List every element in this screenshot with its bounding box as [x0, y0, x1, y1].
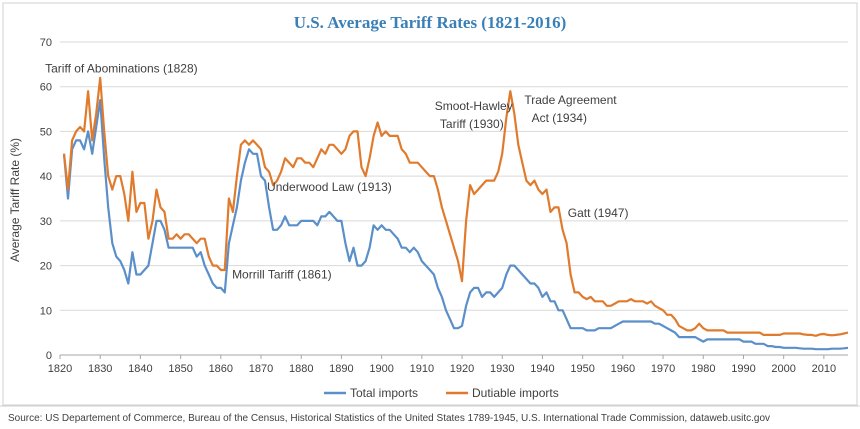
legend-label-dutiable-imports: Dutiable imports [472, 386, 559, 400]
y-tick-label: 40 [40, 171, 52, 183]
x-tick-label: 2000 [771, 363, 795, 375]
y-tick-label: 10 [40, 305, 52, 317]
x-tick-label: 1820 [48, 363, 72, 375]
x-tick-label: 1970 [651, 363, 675, 375]
annotation-label: Underwood Law (1913) [267, 180, 392, 194]
x-tick-label: 1870 [249, 363, 273, 375]
x-tick-label: 1860 [209, 363, 233, 375]
x-tick-label: 1880 [289, 363, 313, 375]
series-lines [62, 76, 849, 351]
annotation-label: Morrill Tariff (1861) [232, 268, 332, 282]
gridlines [60, 41, 848, 311]
annotation-label: Act (1934) [532, 111, 587, 125]
x-tick-label: 1940 [530, 363, 554, 375]
source-note: Source: US Departement of Commerce, Bure… [8, 413, 770, 424]
x-tick-label: 2010 [812, 363, 836, 375]
chart-border [2, 2, 858, 406]
x-tick-label: 1900 [369, 363, 393, 375]
legend-label-total-imports: Total imports [350, 386, 418, 400]
y-tick-label: 30 [40, 216, 52, 228]
annotation-label: Smoot-Hawley [435, 99, 513, 113]
x-tick-label: 1910 [410, 363, 434, 375]
x-tick-label: 1930 [490, 363, 514, 375]
y-tick-label: 70 [40, 37, 52, 49]
x-tick-label: 1950 [570, 363, 594, 375]
series-line-total-imports [62, 99, 849, 351]
x-tick-label: 1960 [611, 363, 635, 375]
x-tick-label: 1890 [329, 363, 353, 375]
x-tick-label: 1920 [450, 363, 474, 375]
x-tick-label: 1840 [128, 363, 152, 375]
chart-title: U.S. Average Tariff Rates (1821-2016) [294, 13, 567, 32]
annotation-label: Gatt (1947) [568, 206, 629, 220]
y-tick-label: 60 [40, 82, 52, 94]
x-tick-label: 1830 [88, 363, 112, 375]
y-tick-label: 0 [46, 350, 52, 362]
y-tick-label: 50 [40, 126, 52, 138]
x-tick-label: 1980 [691, 363, 715, 375]
y-axis-label: Average Tariff Rate (%) [8, 138, 22, 262]
x-tick-label: 1850 [168, 363, 192, 375]
series-line-dutiable-imports [62, 76, 849, 337]
annotation-label: Tariff of Abominations (1828) [45, 61, 198, 75]
annotations: Tariff of Abominations (1828) Morrill Tar… [45, 61, 628, 281]
legend: Total imports Dutiable imports [324, 386, 559, 400]
axes: 0 10 20 30 40 50 60 70 1820 1830 1840 1850 1860 1870 1… [40, 37, 848, 375]
annotation-label: Tariff (1930) [440, 117, 504, 131]
annotation-label: Trade Agreement [524, 93, 617, 107]
y-tick-label: 20 [40, 261, 52, 273]
x-tick-label: 1990 [731, 363, 755, 375]
